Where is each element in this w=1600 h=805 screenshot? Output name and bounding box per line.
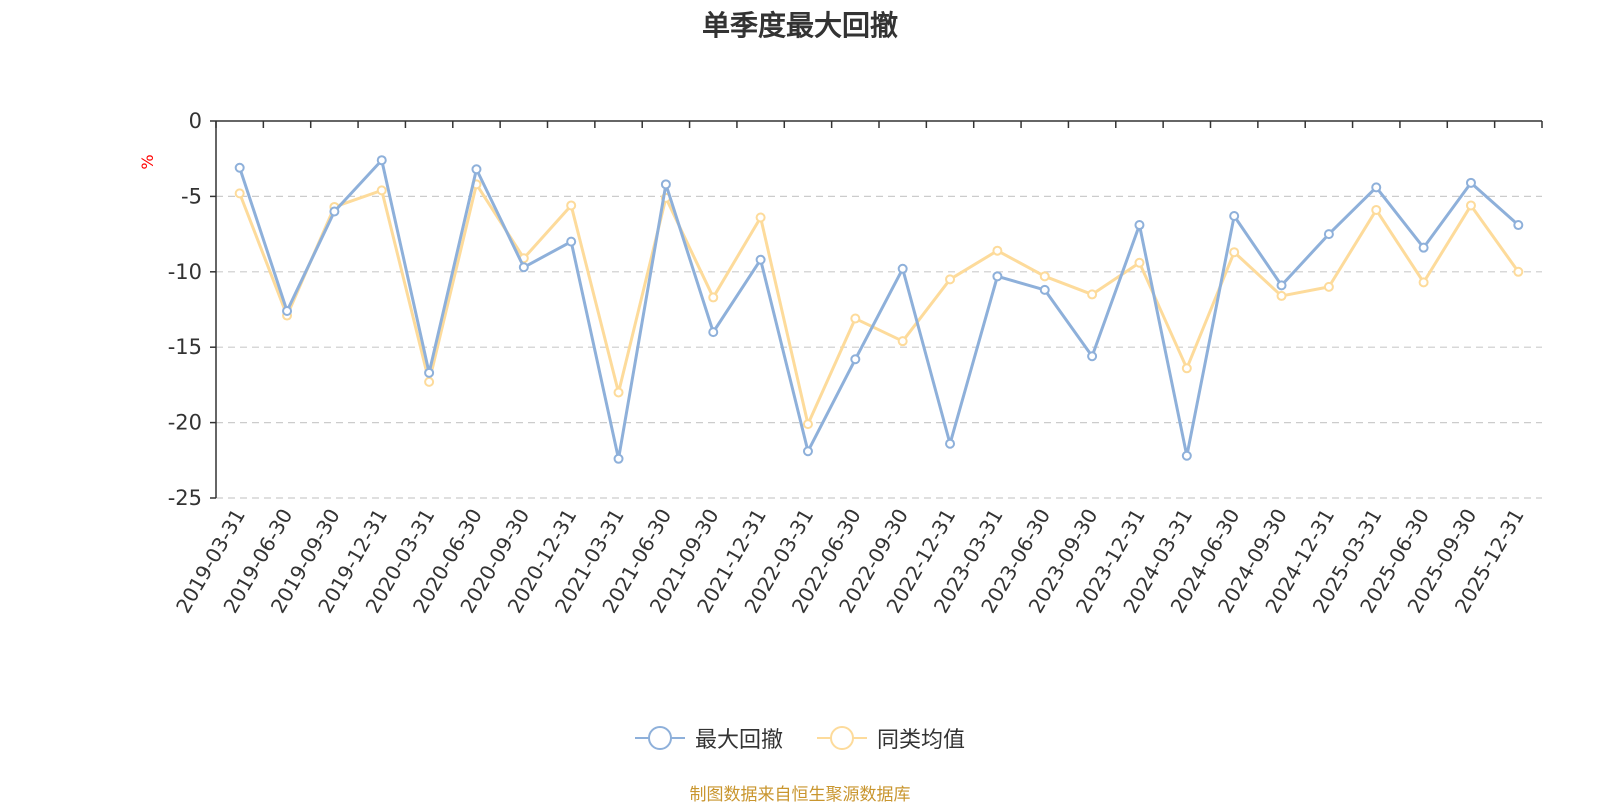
data-point[interactable] [755, 254, 766, 265]
series-line [238, 182, 1520, 426]
data-point[interactable] [424, 367, 435, 378]
data-point[interactable] [471, 164, 482, 175]
source-note: 制图数据来自恒生聚源数据库 [689, 785, 911, 805]
data-point[interactable] [1134, 257, 1145, 268]
data-point[interactable] [1465, 200, 1476, 211]
data-point[interactable] [1418, 242, 1429, 253]
data-point[interactable] [708, 327, 719, 338]
legend-peer-average-icon [817, 726, 867, 750]
grid-layer [216, 195, 1542, 499]
data-point[interactable] [329, 206, 340, 217]
data-point[interactable] [1181, 450, 1192, 461]
data-point[interactable] [802, 446, 813, 457]
data-point[interactable] [850, 354, 861, 365]
data-point[interactable] [992, 245, 1003, 256]
data-point[interactable] [1039, 284, 1050, 295]
data-point[interactable] [1087, 289, 1098, 300]
data-point[interactable] [234, 188, 245, 199]
data-point[interactable] [897, 263, 908, 274]
data-point[interactable] [1229, 211, 1240, 222]
data-point[interactable] [945, 274, 956, 285]
legend-item-peer-average[interactable]: 同类均值 [817, 722, 965, 754]
data-point[interactable] [424, 376, 435, 387]
series-peer-average [234, 179, 1524, 430]
data-point[interactable] [1229, 247, 1240, 258]
data-point[interactable] [1513, 266, 1524, 277]
y-tick-label: -15 [168, 335, 202, 359]
series-layer [234, 155, 1524, 464]
y-tick-label: -25 [168, 486, 202, 510]
data-point[interactable] [992, 271, 1003, 282]
data-point[interactable] [1513, 220, 1524, 231]
data-point[interactable] [234, 162, 245, 173]
data-point[interactable] [1134, 220, 1145, 231]
data-point[interactable] [1087, 351, 1098, 362]
data-point[interactable] [566, 236, 577, 247]
data-point[interactable] [660, 179, 671, 190]
data-point[interactable] [613, 387, 624, 398]
y-tick-label: -20 [168, 411, 202, 435]
data-point[interactable] [802, 419, 813, 430]
data-point[interactable] [376, 185, 387, 196]
data-point[interactable] [1323, 229, 1334, 240]
y-tick-label: -10 [168, 260, 202, 284]
y-tick-label: 0 [189, 109, 202, 133]
data-point[interactable] [1276, 280, 1287, 291]
data-point[interactable] [1323, 281, 1334, 292]
data-point[interactable] [518, 262, 529, 273]
legend-drawdown-icon [634, 726, 685, 750]
legend-label-drawdown: 最大回撤 [694, 728, 783, 753]
data-point[interactable] [850, 313, 861, 324]
legend-item-drawdown[interactable]: 最大回撤 [634, 722, 783, 754]
data-point[interactable] [1418, 277, 1429, 288]
legend: 最大回撤 同类均值 [0, 722, 1600, 754]
data-point[interactable] [708, 292, 719, 303]
y-axis-label: % [138, 154, 157, 169]
data-point[interactable] [755, 212, 766, 223]
data-point[interactable] [282, 306, 293, 317]
series-line [238, 158, 1520, 461]
data-point[interactable] [1371, 204, 1382, 215]
data-point[interactable] [1371, 182, 1382, 193]
chart-title: 单季度最大回撤 [701, 9, 898, 42]
series-drawdown [234, 155, 1524, 464]
data-point[interactable] [1276, 290, 1287, 301]
data-point[interactable] [945, 438, 956, 449]
data-point[interactable] [566, 200, 577, 211]
data-point[interactable] [1039, 271, 1050, 282]
data-point[interactable] [376, 155, 387, 166]
data-point[interactable] [1465, 177, 1476, 188]
legend-label-peer-average: 同类均值 [877, 728, 966, 753]
data-point[interactable] [613, 453, 624, 464]
data-point[interactable] [897, 336, 908, 347]
data-point[interactable] [1181, 363, 1192, 374]
y-tick-label: -5 [181, 184, 202, 208]
